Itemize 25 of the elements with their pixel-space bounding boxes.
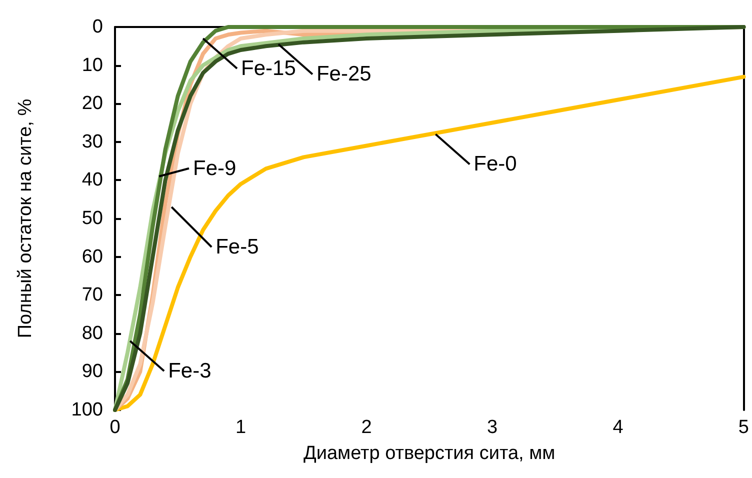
x-tick-label: 3	[486, 417, 498, 438]
y-tick-label: 20	[82, 93, 103, 114]
annotation: Fe-25	[316, 62, 372, 86]
x-tick-label: 0	[110, 417, 120, 438]
x-tick-label: 1	[235, 417, 246, 438]
y-tick-label: 40	[82, 170, 103, 191]
y-tick-label: 10	[82, 54, 103, 76]
annotation: Fe-5	[216, 236, 259, 259]
x-axis-title: Диаметр отверстия сита, мм	[304, 443, 556, 464]
y-tick-label: 60	[82, 246, 103, 268]
annotation: Fe-9	[193, 156, 236, 180]
x-tick-label: 5	[738, 417, 750, 438]
annotation: Fe-0	[474, 152, 517, 176]
annotation: Fe-3	[168, 360, 212, 383]
annotation: Fe-15	[241, 56, 296, 80]
y-axis-title: Полный остаток на сите, %	[15, 98, 36, 338]
y-tick-label: 50	[82, 208, 103, 229]
y-tick-label: 100	[71, 400, 103, 420]
y-tick-label: 70	[82, 284, 103, 306]
y-tick-label: 80	[82, 322, 103, 344]
y-tick-label: 0	[92, 16, 103, 38]
x-tick-label: 4	[612, 417, 624, 438]
y-tick-label: 30	[82, 131, 103, 152]
x-tick-label: 2	[361, 417, 372, 438]
y-tick-label: 90	[82, 361, 103, 382]
